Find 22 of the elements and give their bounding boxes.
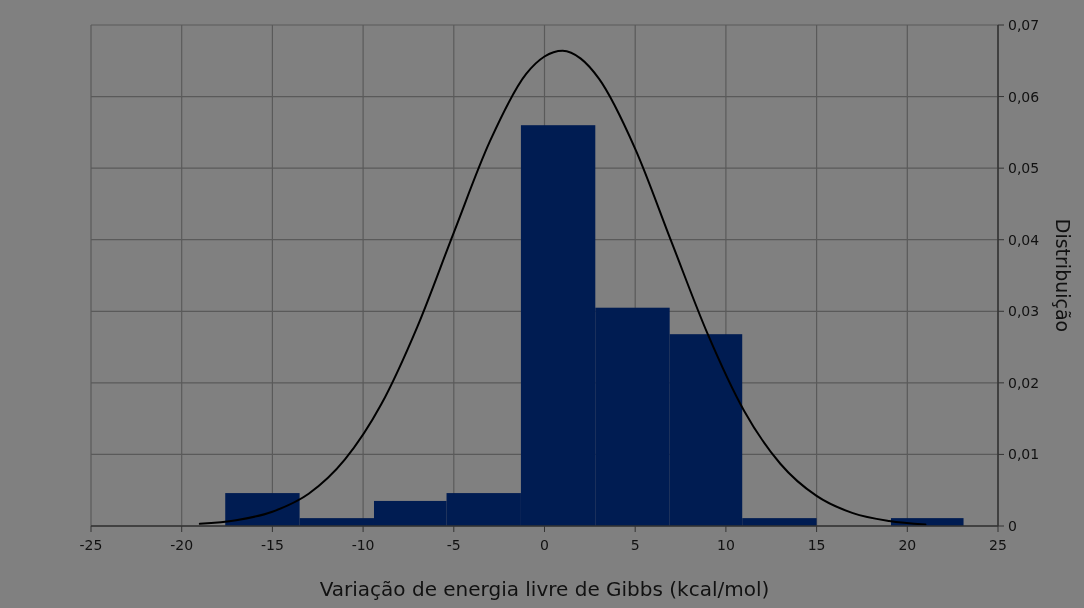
x-tick-label: -25	[79, 537, 103, 553]
y-tick-label: 0,04	[1008, 231, 1040, 248]
y-tick-label: 0,02	[1008, 374, 1040, 391]
x-tick-label: 25	[989, 537, 1007, 553]
x-axis-title: Variação de energia livre de Gibbs (kcal/mol)	[319, 577, 770, 601]
y-tick-label: 0,05	[1008, 160, 1040, 177]
x-tick-label: -20	[170, 537, 194, 553]
y-tick-label: 0,06	[1008, 88, 1040, 105]
y-tick-label: 0,03	[1008, 303, 1040, 320]
y-axis-title: Distribuição	[1052, 218, 1074, 333]
y-tick-label: 0	[1008, 518, 1017, 534]
x-tick-label: -10	[351, 537, 375, 553]
line-series	[198, 49, 927, 526]
y-tick-label: 0,07	[1008, 17, 1040, 33]
x-tick-label: 10	[716, 537, 735, 553]
x-tick-label: -15	[260, 537, 284, 553]
x-tick-label: 15	[807, 537, 826, 553]
x-tick-label: 20	[898, 537, 917, 553]
x-tick-label: -5	[446, 537, 461, 553]
x-tick-label: 0	[540, 537, 549, 553]
y-tick-label: 0,01	[1008, 446, 1040, 463]
x-tick-label: 5	[630, 537, 640, 553]
